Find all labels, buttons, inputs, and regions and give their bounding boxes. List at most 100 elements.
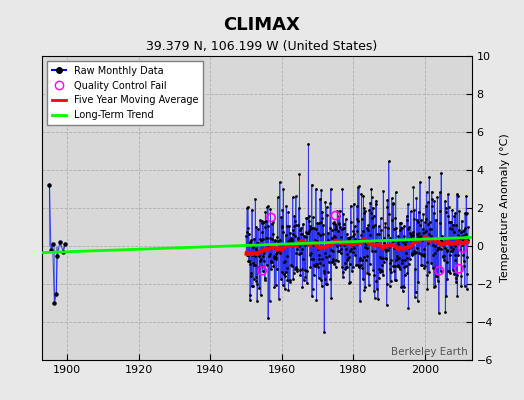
Point [454, 252, 463, 258]
Point [390, 268, 398, 274]
Point [361, 284, 369, 290]
Point [280, 242, 288, 248]
Point [357, 237, 365, 244]
Point [252, 274, 260, 280]
Point [460, 226, 468, 233]
Point [410, 248, 418, 254]
Point [376, 242, 385, 248]
Point [450, 271, 458, 277]
Point [370, 288, 378, 294]
Point [421, 229, 429, 235]
Point [244, 225, 252, 232]
Point [267, 266, 275, 272]
Point [258, 229, 266, 235]
Point [293, 234, 302, 241]
Point [311, 242, 320, 248]
Point [297, 231, 305, 237]
Point [287, 237, 295, 244]
Point [443, 268, 452, 274]
Point [350, 201, 358, 207]
Point [242, 232, 250, 239]
Point [415, 250, 423, 256]
Point [286, 230, 294, 236]
Point [268, 259, 277, 265]
Point [274, 194, 282, 201]
Point [277, 275, 285, 282]
Point [273, 249, 281, 255]
Point [327, 246, 335, 253]
Point [308, 293, 316, 299]
Point [301, 239, 309, 246]
Point [346, 202, 355, 209]
Point [351, 223, 359, 230]
Point [441, 245, 449, 251]
Point [322, 281, 330, 287]
Point [411, 289, 420, 295]
Point [347, 242, 356, 248]
Point [399, 283, 407, 289]
Point [456, 229, 465, 236]
Point [290, 223, 298, 229]
Point [306, 264, 314, 270]
Point [270, 237, 279, 243]
Point [257, 236, 265, 243]
Point [307, 256, 315, 262]
Point [398, 260, 407, 266]
Point [337, 239, 346, 246]
Point [271, 251, 280, 257]
Point [285, 239, 293, 246]
Point [416, 222, 424, 228]
Point [449, 221, 457, 228]
Point [456, 234, 464, 240]
Point [429, 242, 438, 248]
Point [356, 298, 364, 304]
Point [388, 240, 397, 247]
Point [316, 276, 325, 283]
Point [455, 208, 464, 214]
Point [289, 276, 297, 282]
Point [369, 266, 377, 273]
Point [252, 246, 260, 252]
Point [323, 281, 331, 287]
Point [243, 228, 251, 235]
Point [302, 214, 311, 221]
Point [301, 242, 309, 248]
Point [309, 256, 317, 262]
Point [439, 253, 447, 259]
Point [293, 246, 301, 252]
Point [318, 209, 326, 216]
Point [257, 255, 266, 262]
Point [447, 247, 456, 254]
Point [304, 230, 312, 236]
Point [343, 264, 352, 270]
Point [310, 262, 318, 268]
Point [282, 265, 291, 271]
Point [285, 237, 293, 244]
Point [445, 225, 454, 231]
Point [247, 272, 255, 279]
Point [413, 245, 421, 251]
Point [432, 236, 440, 243]
Point [423, 259, 431, 266]
Point [330, 233, 338, 239]
Point [361, 208, 369, 214]
Point [300, 267, 309, 273]
Point [373, 242, 381, 248]
Point [286, 277, 294, 283]
Point [407, 230, 416, 237]
Point [270, 255, 278, 261]
Point [434, 278, 442, 285]
Point [263, 262, 271, 268]
Point [393, 256, 401, 262]
Point [368, 224, 377, 230]
Point [248, 252, 256, 258]
Point [452, 279, 460, 285]
Point [263, 235, 271, 242]
Point [263, 246, 271, 252]
Point [274, 240, 282, 246]
Point [428, 203, 436, 209]
Point [446, 270, 454, 277]
Point [361, 244, 369, 250]
Point [439, 242, 447, 248]
Point [305, 213, 313, 220]
